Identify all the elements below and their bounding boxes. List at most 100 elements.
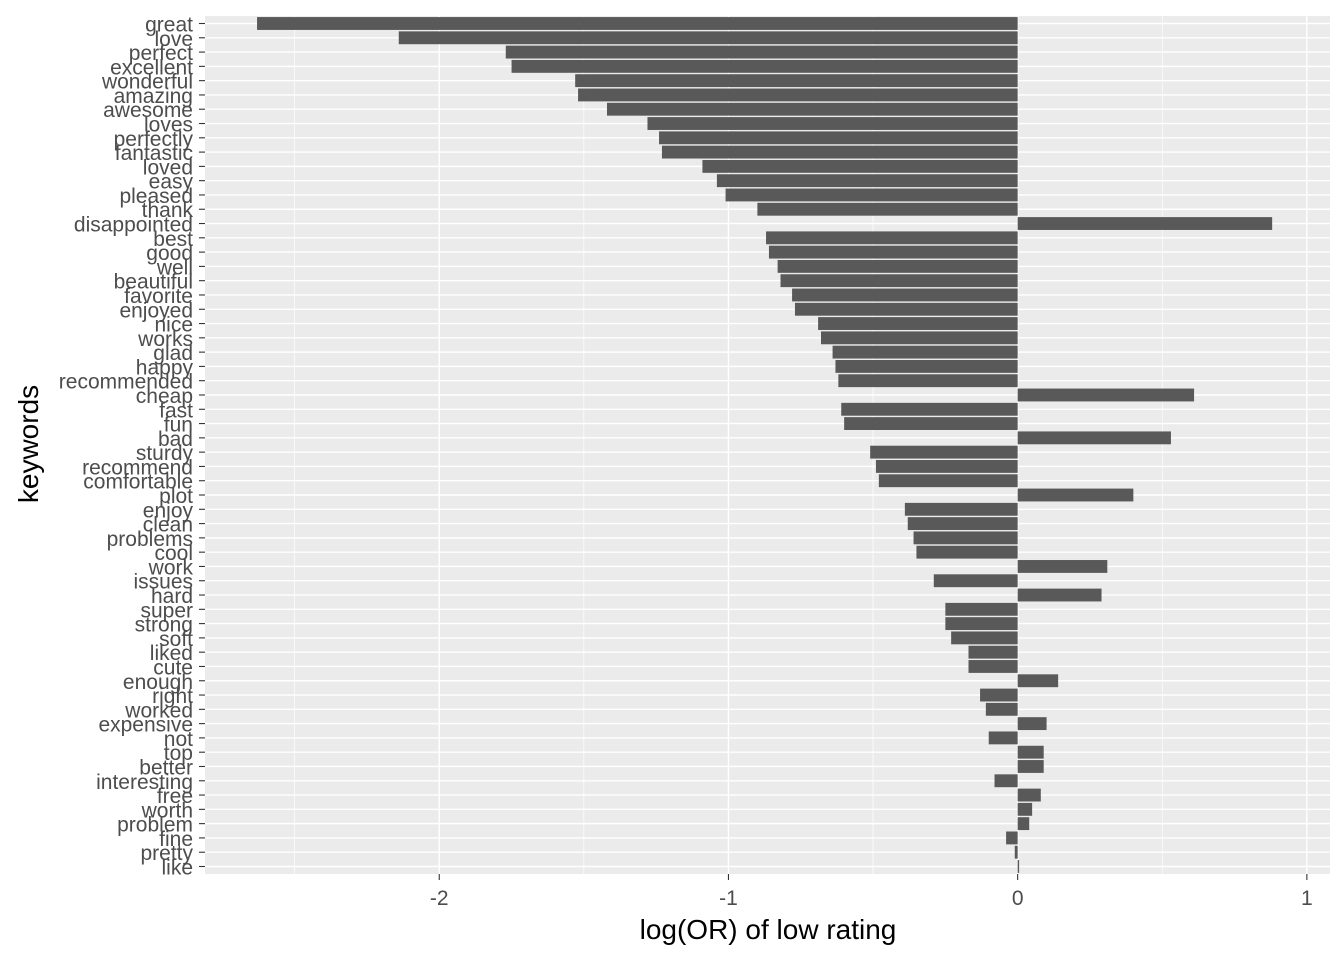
y-tick-label: better [139,756,193,779]
y-tick-label: worth [141,799,193,822]
y-tick-label: sturdy [136,442,194,465]
y-tick-label: bad [158,428,193,451]
bar-bad [1017,431,1171,445]
bar-better [1017,760,1044,773]
bar-thank [757,202,1018,216]
x-axis: -2 -1 0 1 [430,874,1313,910]
y-tick-label: worked [124,699,193,722]
bar-enjoy [904,502,1018,516]
x-axis-title: log(OR) of low rating [640,914,897,945]
y-tick-label: fast [159,399,193,422]
y-tick-label: recommended [59,371,193,394]
bars [257,17,1273,873]
bar-favorite [792,288,1018,302]
y-tick-label: enjoy [143,499,194,522]
bar-free [1017,788,1041,802]
y-tick-label: favorite [124,285,193,308]
bar-love [398,31,1018,45]
bar-recommend [875,460,1018,473]
y-tick-label: well [156,256,193,279]
y-tick-label: not [164,728,193,751]
y-tick-label: cheap [136,385,193,408]
x-tick-label: -2 [430,887,449,910]
bar-comfortable [878,474,1018,488]
bar-right [980,688,1018,702]
bar-not [988,731,1018,745]
y-tick-label: work [148,556,194,579]
bar-happy [835,359,1018,373]
x-tick-label: 1 [1301,887,1313,910]
x-tick-label: -1 [719,887,738,910]
y-tick-label: expensive [98,714,193,737]
y-tick-label: glad [153,342,193,365]
bar-problems [913,531,1018,545]
y-tick-label: happy [136,356,194,379]
y-tick-label: disappointed [74,214,193,237]
bar-recommended [838,374,1018,388]
bar-amazing [578,88,1018,102]
bar-pleased [725,188,1018,202]
bar-good [768,245,1018,259]
y-tick-label: problem [117,814,193,837]
minor-gridlines [294,16,1163,874]
y-tick-label: beautiful [114,271,193,294]
bar-loved [702,159,1018,173]
bar-perfectly [659,131,1018,145]
y-tick-label: loves [144,114,193,137]
bar-best [766,231,1018,245]
bar-fun [844,417,1018,430]
y-tick-label: loved [143,156,193,179]
bar-pretty [1014,845,1018,859]
y-tick-label: enjoyed [119,299,193,322]
bar-glad [832,345,1018,359]
y-tick-label: thank [142,199,194,222]
bar-clean [907,517,1018,531]
bar-well [777,259,1018,273]
bar-interesting [994,774,1018,788]
y-tick-label: comfortable [83,471,193,494]
plot-panel [205,16,1330,874]
y-tick-label: issues [133,571,193,594]
bar-works [821,331,1018,345]
y-tick-label: nice [154,314,193,337]
bar-easy [716,174,1018,188]
major-gridlines-x [438,16,1308,874]
bar-loves [647,117,1018,130]
bar-disappointed [1017,217,1273,230]
bar-wonderful [575,74,1018,88]
y-tick-label: like [161,857,193,880]
bar-enough [1017,674,1059,688]
bar-strong [945,617,1018,631]
y-tick-label: love [154,28,193,51]
y-tick-label: fun [164,414,193,437]
y-tick-label: great [145,14,193,37]
bar-excellent [511,59,1018,73]
y-tick-label: cool [154,542,193,565]
y-axis: greatloveperfectexcellentwonderfulamazin… [59,14,205,880]
y-tick-label: wonderful [101,71,193,94]
bar-issues [933,574,1018,588]
y-tick-label: clean [143,514,193,537]
y-tick-label: enough [123,671,193,694]
y-tick-label: top [164,742,193,765]
y-tick-label: fine [159,828,193,851]
y-tick-label: interesting [96,771,193,794]
bar-cute [968,660,1018,673]
y-tick-label: liked [150,642,193,665]
bar-work [1017,560,1108,573]
y-tick-label: free [157,785,193,808]
bar-awesome [606,102,1018,116]
y-tick-label: works [137,328,193,351]
bar-cool [916,545,1018,559]
bar-enjoyed [794,302,1018,316]
y-tick-label: problems [107,528,193,551]
y-tick-label: pretty [140,842,193,865]
y-tick-label: perfect [129,42,193,65]
y-tick-label: strong [135,614,193,637]
y-tick-label: pleased [119,185,193,208]
bar-expensive [1017,717,1047,731]
bar-problem [1017,817,1030,831]
bar-cheap [1017,388,1195,402]
bar-beautiful [780,274,1018,288]
